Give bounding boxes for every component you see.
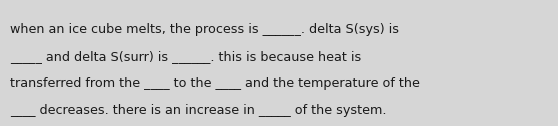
- Text: ____ decreases. there is an increase in _____ of the system.: ____ decreases. there is an increase in …: [10, 104, 387, 117]
- Text: transferred from the ____ to the ____ and the temperature of the: transferred from the ____ to the ____ an…: [10, 77, 420, 90]
- Text: _____ and delta S(surr) is ______. this is because heat is: _____ and delta S(surr) is ______. this …: [10, 50, 361, 63]
- Text: when an ice cube melts, the process is ______. delta S(sys) is: when an ice cube melts, the process is _…: [10, 23, 399, 36]
